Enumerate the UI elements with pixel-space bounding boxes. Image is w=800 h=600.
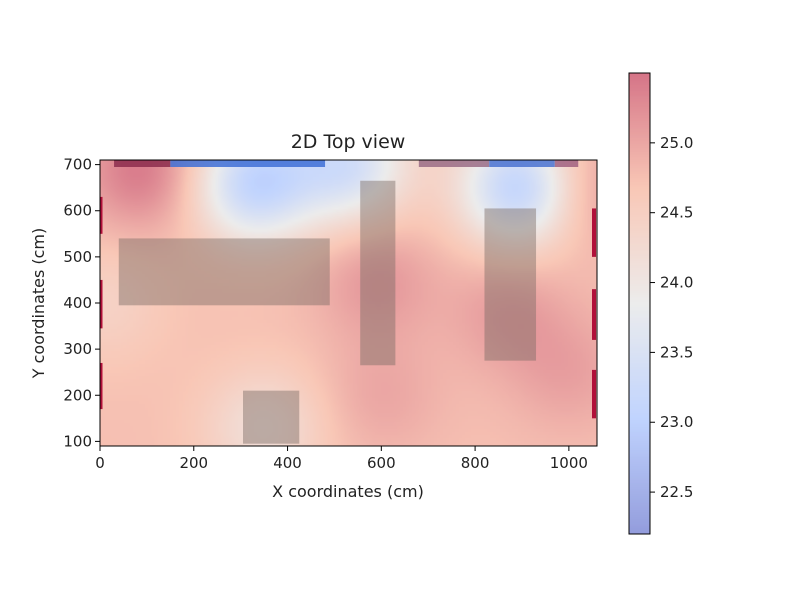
y-tick-label: 200 xyxy=(63,386,92,404)
x-tick-label: 0 xyxy=(95,454,105,472)
x-tick-label: 200 xyxy=(179,454,208,472)
obstacle xyxy=(243,390,300,444)
top-vent xyxy=(114,160,171,167)
colorbar-tick-label: 24.5 xyxy=(660,204,693,222)
colorbar-tick-label: 23.5 xyxy=(660,343,693,361)
colorbar-frame xyxy=(628,72,651,535)
chart-title: 2D Top view xyxy=(291,131,406,153)
vent-layer xyxy=(114,160,579,167)
x-axis-label: X coordinates (cm) xyxy=(272,482,424,501)
top-vent xyxy=(170,160,326,167)
top-vent xyxy=(554,160,579,167)
main-axes: 2D Top view 0 200 400 600 800 1000 100 200 300 4… xyxy=(29,131,598,501)
right-wall-mark xyxy=(592,289,596,340)
left-wall-mark xyxy=(100,279,103,329)
colorbar-tick-label: 25.0 xyxy=(660,134,693,152)
colorbar-tick-label: 22.5 xyxy=(660,483,693,501)
y-axis-ticks: 100 200 300 400 500 600 700 xyxy=(63,156,100,450)
wall-mark-layer xyxy=(100,196,596,419)
top-vent xyxy=(418,160,490,167)
x-tick-label: 400 xyxy=(273,454,302,472)
y-tick-label: 500 xyxy=(63,248,92,266)
colorbar-ticks: 22.5 23.0 23.5 24.0 24.5 25.0 xyxy=(650,134,693,501)
colorbar-tick-label: 24.0 xyxy=(660,274,693,292)
obstacle-layer xyxy=(118,180,537,444)
right-wall-mark xyxy=(592,208,596,257)
y-tick-label: 600 xyxy=(63,202,92,220)
colorbar-gradient xyxy=(629,73,650,534)
y-tick-label: 400 xyxy=(63,294,92,312)
colorbar: 22.5 23.0 23.5 24.0 24.5 25.0 xyxy=(628,72,693,535)
obstacle xyxy=(484,208,537,361)
y-axis-label: Y coordinates (cm) xyxy=(29,228,48,379)
top-vent xyxy=(489,160,555,167)
y-tick-label: 100 xyxy=(63,432,92,450)
left-wall-mark xyxy=(100,362,103,410)
right-wall-mark xyxy=(592,369,596,419)
obstacle xyxy=(118,238,330,306)
x-tick-label: 1000 xyxy=(550,454,588,472)
y-tick-label: 700 xyxy=(63,156,92,174)
x-axis-ticks: 0 200 400 600 800 1000 xyxy=(95,446,588,472)
colorbar-tick-label: 23.0 xyxy=(660,413,693,431)
temperature-field xyxy=(100,160,597,446)
heatmap xyxy=(100,160,597,446)
x-tick-label: 600 xyxy=(367,454,396,472)
y-tick-label: 300 xyxy=(63,340,92,358)
x-tick-label: 800 xyxy=(461,454,490,472)
obstacle xyxy=(360,180,396,366)
left-wall-mark xyxy=(100,196,103,234)
